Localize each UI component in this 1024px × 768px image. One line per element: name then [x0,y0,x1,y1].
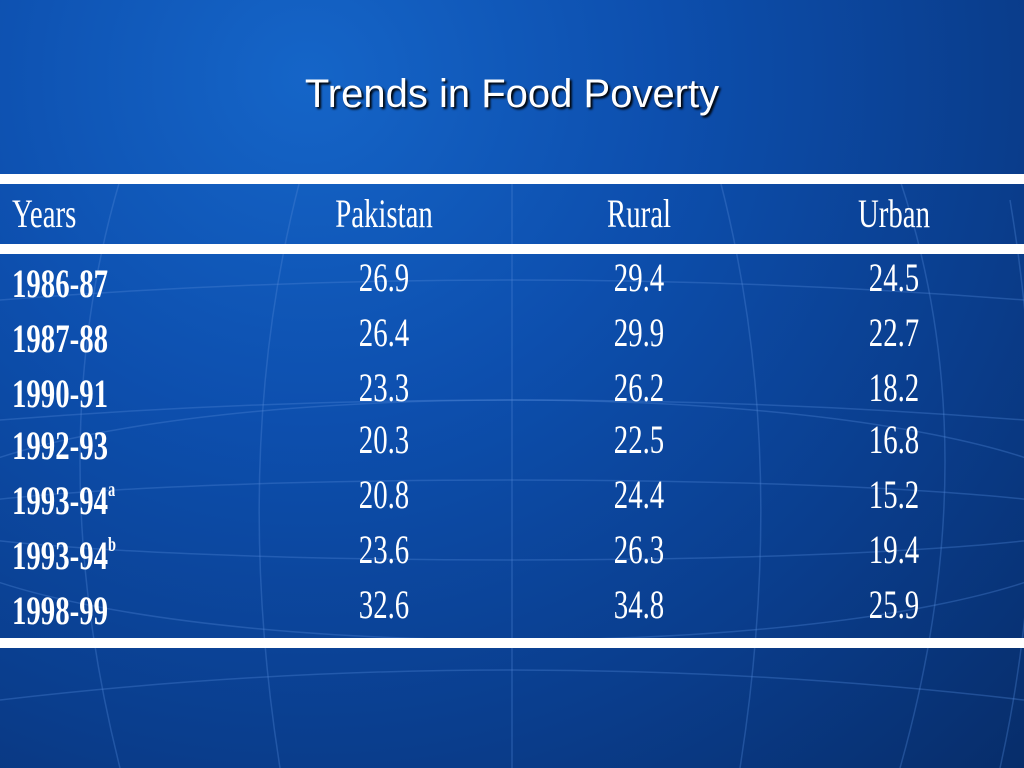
table-row: 1993-94a 20.8 24.4 15.2 [0,471,1024,527]
header-years: Years [12,191,77,236]
row-year: 1986-87 [12,261,108,306]
row-year: 1998-99 [12,588,108,633]
row-urban-value: 19.4 [868,527,920,572]
row-pakistan-value: 26.4 [358,310,410,355]
row-rural-value: 29.4 [613,255,665,300]
table-header-row: Years Pakistan Rural Urban [0,184,1024,244]
row-pakistan-value: 20.8 [358,472,410,517]
row-rural-value: 26.3 [613,527,665,572]
row-year: 1992-93 [12,423,108,468]
row-urban-value: 22.7 [868,310,920,355]
table-bottom-rule [0,638,1024,648]
row-rural-value: 34.8 [613,582,665,627]
table-header-rule [0,244,1024,254]
table-row: 1998-99 32.6 34.8 25.9 [0,581,1024,637]
row-pakistan-value: 23.3 [358,365,410,410]
header-urban: Urban [858,191,930,236]
row-year: 1993-94a [12,478,116,523]
row-year: 1990-91 [12,371,108,416]
table-row: 1990-91 23.3 26.2 18.2 [0,364,1024,420]
row-urban-value: 18.2 [868,365,920,410]
row-urban-value: 25.9 [868,582,920,627]
slide-title: Trends in Food Poverty [304,72,720,116]
table-row: 1993-94b 23.6 26.3 19.4 [0,526,1024,582]
row-urban-value: 15.2 [868,472,920,517]
row-rural-value: 24.4 [613,472,665,517]
row-urban-value: 16.8 [868,417,920,462]
row-pakistan-value: 26.9 [358,255,410,300]
table-row: 1986-87 26.9 29.4 24.5 [0,254,1024,310]
row-pakistan-value: 32.6 [358,582,410,627]
row-rural-value: 26.2 [613,365,665,410]
table-top-rule [0,174,1024,184]
row-pakistan-value: 20.3 [358,417,410,462]
row-year: 1993-94b [12,533,117,578]
row-pakistan-value: 23.6 [358,527,410,572]
row-year: 1987-88 [12,316,108,361]
table-row: 1987-88 26.4 29.9 22.7 [0,309,1024,365]
table-row: 1992-93 20.3 22.5 16.8 [0,416,1024,472]
header-rural: Rural [607,191,671,236]
row-urban-value: 24.5 [868,255,920,300]
row-rural-value: 22.5 [613,417,665,462]
row-rural-value: 29.9 [613,310,665,355]
header-pakistan: Pakistan [335,191,433,236]
